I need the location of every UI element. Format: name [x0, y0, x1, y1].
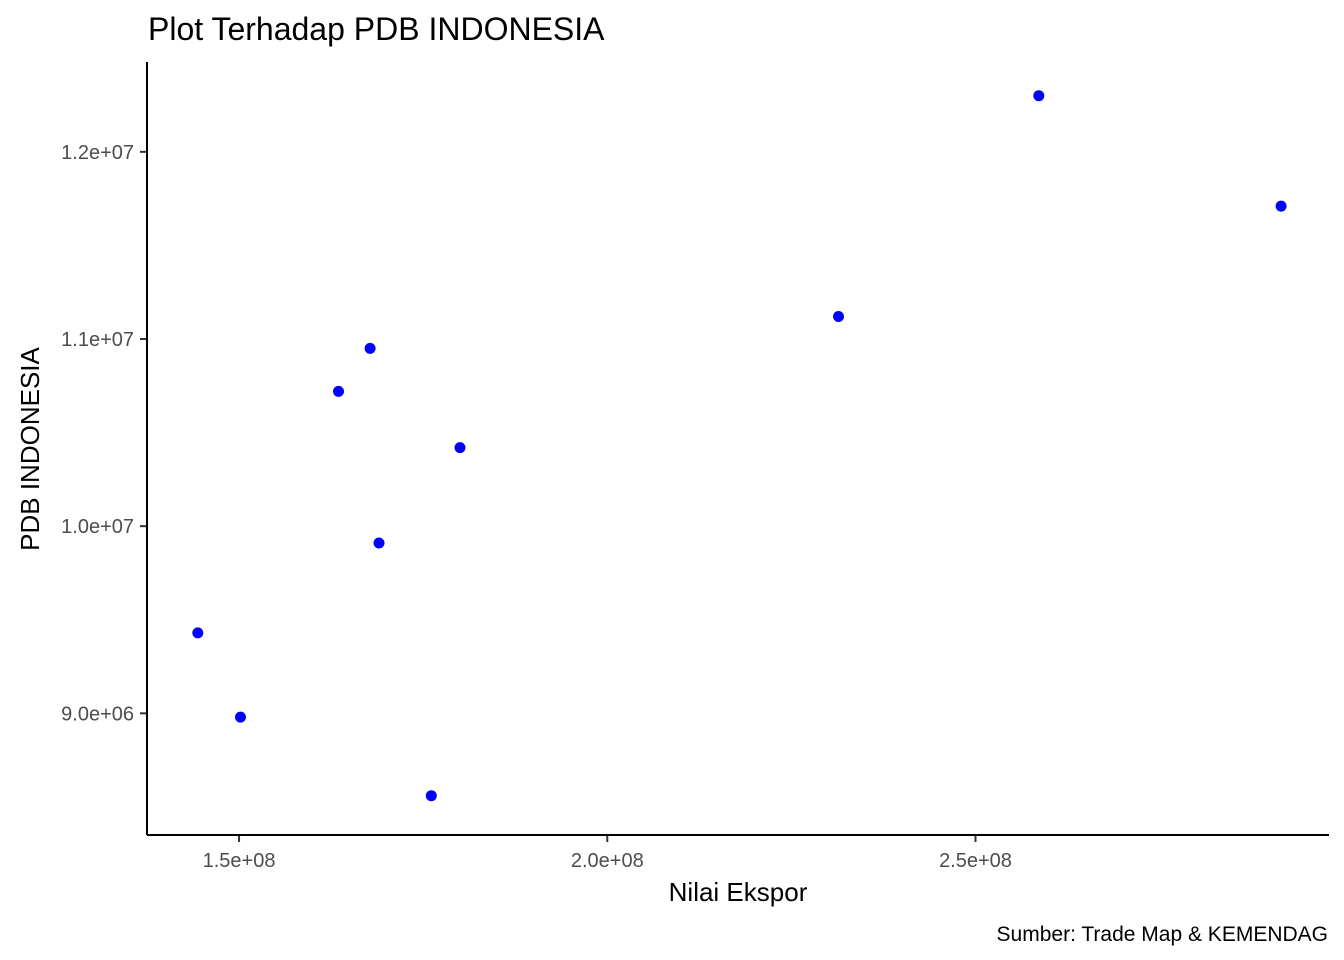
- x-axis-title: Nilai Ekspor: [669, 877, 808, 907]
- chart-title: Plot Terhadap PDB INDONESIA: [148, 11, 605, 47]
- data-point-6: [425, 790, 437, 802]
- y-tick-label-3: 1.1e+07: [61, 329, 134, 351]
- data-point-4: [364, 342, 376, 354]
- data-point-2: [235, 711, 246, 723]
- y-tick-label-4: 1.2e+07: [61, 142, 134, 164]
- x-tick-label-1: 1.5e+08: [203, 850, 276, 872]
- data-point-1: [192, 627, 204, 639]
- data-point-8: [833, 311, 844, 322]
- y-tick-label-2: 1.0e+07: [61, 516, 134, 538]
- x-tick-label-2: 2.0e+08: [571, 850, 644, 872]
- y-tick-label-1: 9.0e+06: [61, 703, 134, 725]
- points-layer: [192, 90, 1287, 802]
- y-axis-title: PDB INDONESIA: [15, 346, 45, 550]
- x-axis-ticks: 1.5e+08 2.0e+08 2.5e+08: [203, 835, 1012, 872]
- data-point-5: [373, 537, 385, 549]
- data-point-9: [1033, 90, 1045, 102]
- y-axis-ticks: 9.0e+06 1.0e+07 1.1e+07 1.2e+07: [61, 142, 147, 725]
- x-tick-label-3: 2.5e+08: [939, 850, 1012, 872]
- source-caption: Sumber: Trade Map & KEMENDAG: [997, 923, 1328, 946]
- data-point-3: [333, 385, 344, 397]
- data-point-10: [1275, 200, 1287, 212]
- data-point-7: [454, 442, 466, 454]
